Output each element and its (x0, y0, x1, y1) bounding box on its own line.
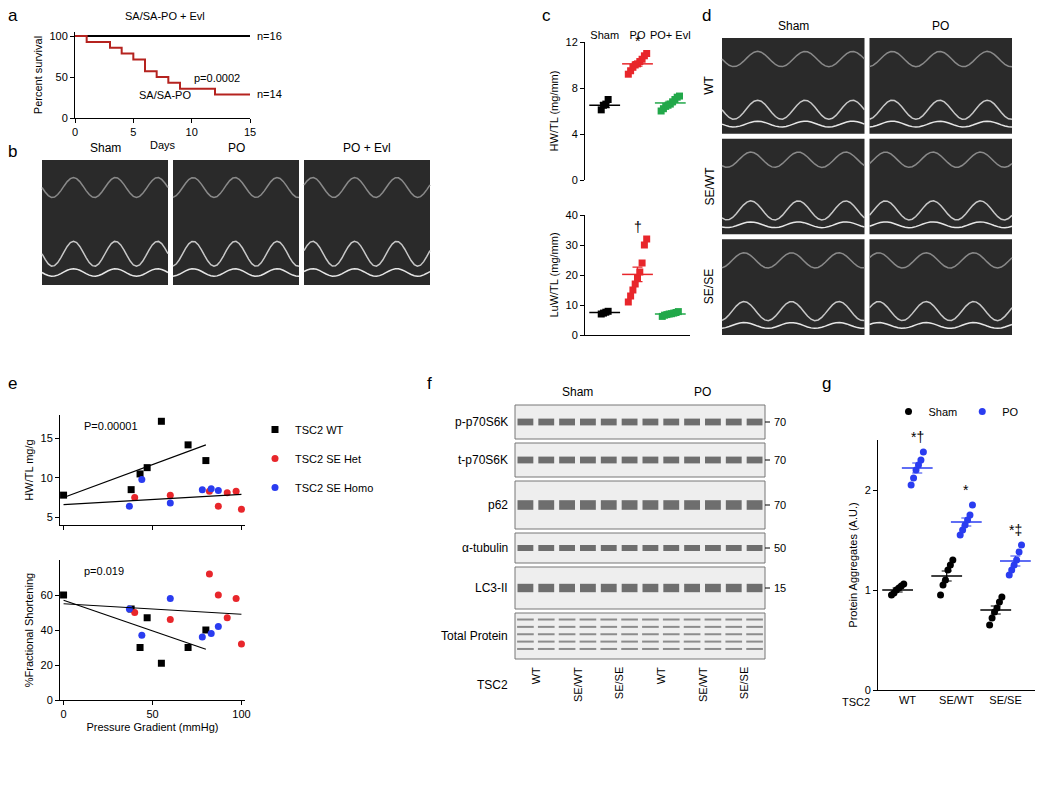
svg-text:Sham: Sham (590, 29, 619, 41)
svg-text:Total Protein: Total Protein (441, 629, 508, 643)
svg-text:100: 100 (49, 30, 67, 42)
svg-text:Sham: Sham (929, 406, 958, 418)
svg-text:SE/SE: SE/SE (989, 694, 1021, 706)
svg-text:WT: WT (702, 76, 716, 95)
svg-text:70: 70 (774, 454, 786, 466)
svg-text:TSC2 WT: TSC2 WT (295, 424, 344, 436)
svg-text:HW/TL (mg/mm): HW/TL (mg/mm) (548, 71, 560, 152)
svg-text:60: 60 (41, 589, 53, 601)
svg-text:Days: Days (150, 139, 176, 151)
svg-text:15: 15 (774, 582, 786, 594)
svg-text:SE/WT: SE/WT (572, 667, 584, 702)
svg-text:*†: *† (911, 429, 924, 445)
svg-text:30: 30 (566, 239, 578, 251)
svg-text:PO+ Evl: PO+ Evl (650, 29, 691, 41)
svg-text:70: 70 (774, 499, 786, 511)
svg-text:50: 50 (774, 542, 786, 554)
svg-text:Pressure Gradient (mmHg): Pressure Gradient (mmHg) (86, 721, 218, 733)
svg-text:0: 0 (865, 684, 871, 696)
svg-text:4: 4 (572, 128, 578, 140)
svg-text:p=0.0002: p=0.0002 (194, 72, 240, 84)
svg-text:p=0.019: p=0.019 (84, 565, 124, 577)
svg-text:d: d (702, 6, 711, 25)
svg-text:5: 5 (130, 126, 136, 138)
svg-text:t-p70S6K: t-p70S6K (458, 453, 508, 467)
svg-text:0: 0 (572, 329, 578, 341)
svg-text:f: f (427, 374, 432, 393)
svg-text:15: 15 (244, 126, 256, 138)
svg-text:1: 1 (865, 584, 871, 596)
svg-text:SE/SE: SE/SE (738, 667, 750, 699)
svg-text:Sham: Sham (90, 141, 121, 155)
svg-text:n=16: n=16 (257, 30, 282, 42)
svg-text:PO: PO (694, 385, 711, 399)
svg-text:WT: WT (655, 667, 667, 684)
svg-text:50: 50 (146, 708, 158, 720)
svg-text:*‡: *‡ (1009, 522, 1022, 538)
svg-text:LC3-II: LC3-II (475, 581, 508, 595)
svg-text:PO: PO (228, 141, 245, 155)
svg-text:TSC2: TSC2 (477, 678, 508, 692)
svg-text:b: b (8, 142, 17, 161)
svg-text:0: 0 (572, 174, 578, 186)
svg-text:10: 10 (186, 126, 198, 138)
svg-text:0: 0 (62, 112, 68, 124)
svg-text:WT: WT (530, 667, 542, 684)
svg-text:c: c (542, 6, 551, 25)
svg-text:40: 40 (566, 209, 578, 221)
svg-text:e: e (8, 374, 17, 393)
svg-text:5: 5 (47, 511, 53, 523)
svg-text:PO: PO (1002, 406, 1018, 418)
svg-text:SE/SE: SE/SE (613, 667, 625, 699)
svg-text:100: 100 (232, 708, 250, 720)
svg-text:15: 15 (41, 432, 53, 444)
svg-text:TSC2: TSC2 (842, 696, 870, 708)
svg-text:Sham: Sham (778, 19, 809, 33)
svg-text:WT: WT (899, 694, 916, 706)
svg-text:SE/WT: SE/WT (703, 167, 717, 206)
svg-text:PO: PO (932, 19, 949, 33)
svg-text:a: a (8, 6, 18, 25)
svg-text:*: * (963, 482, 969, 498)
svg-text:†: † (634, 219, 642, 235)
svg-text:g: g (822, 374, 831, 393)
svg-text:P=0.00001: P=0.00001 (84, 420, 138, 432)
svg-text:Percent survival: Percent survival (32, 36, 44, 114)
svg-text:SE/WT: SE/WT (697, 667, 709, 702)
svg-text:LuW/TL (mg/mm): LuW/TL (mg/mm) (548, 232, 560, 317)
svg-text:α-tubulin: α-tubulin (462, 541, 508, 555)
svg-text:p62: p62 (488, 498, 508, 512)
svg-text:20: 20 (566, 269, 578, 281)
svg-text:10: 10 (566, 299, 578, 311)
svg-text:PO: PO (630, 29, 646, 41)
svg-text:50: 50 (56, 71, 68, 83)
svg-text:SA/SA-PO: SA/SA-PO (139, 89, 191, 101)
svg-text:12: 12 (566, 36, 578, 48)
svg-text:%Fractional Shortening: %Fractional Shortening (23, 573, 35, 687)
svg-text:TSC2 SE Homo: TSC2 SE Homo (295, 482, 373, 494)
svg-text:n=14: n=14 (257, 88, 282, 100)
svg-text:10: 10 (41, 472, 53, 484)
svg-text:Sham: Sham (562, 385, 593, 399)
svg-text:*: * (635, 33, 641, 49)
svg-text:PO + Evl: PO + Evl (343, 141, 391, 155)
svg-text:0: 0 (60, 708, 66, 720)
svg-text:20: 20 (41, 659, 53, 671)
svg-text:p-p70S6K: p-p70S6K (455, 415, 508, 429)
svg-text:8: 8 (572, 82, 578, 94)
svg-text:Protein Aggregates (A.U.): Protein Aggregates (A.U.) (847, 502, 859, 627)
svg-text:2: 2 (865, 484, 871, 496)
svg-text:0: 0 (47, 694, 53, 706)
svg-text:70: 70 (774, 416, 786, 428)
svg-text:SE/SE: SE/SE (702, 269, 716, 304)
svg-text:HW/TL mg/g: HW/TL mg/g (23, 439, 35, 500)
svg-text:TSC2 SE Het: TSC2 SE Het (295, 453, 361, 465)
svg-text:SE/WT: SE/WT (939, 694, 974, 706)
svg-text:40: 40 (41, 624, 53, 636)
svg-text:0: 0 (72, 126, 78, 138)
svg-text:SA/SA-PO + Evl: SA/SA-PO + Evl (125, 10, 205, 22)
